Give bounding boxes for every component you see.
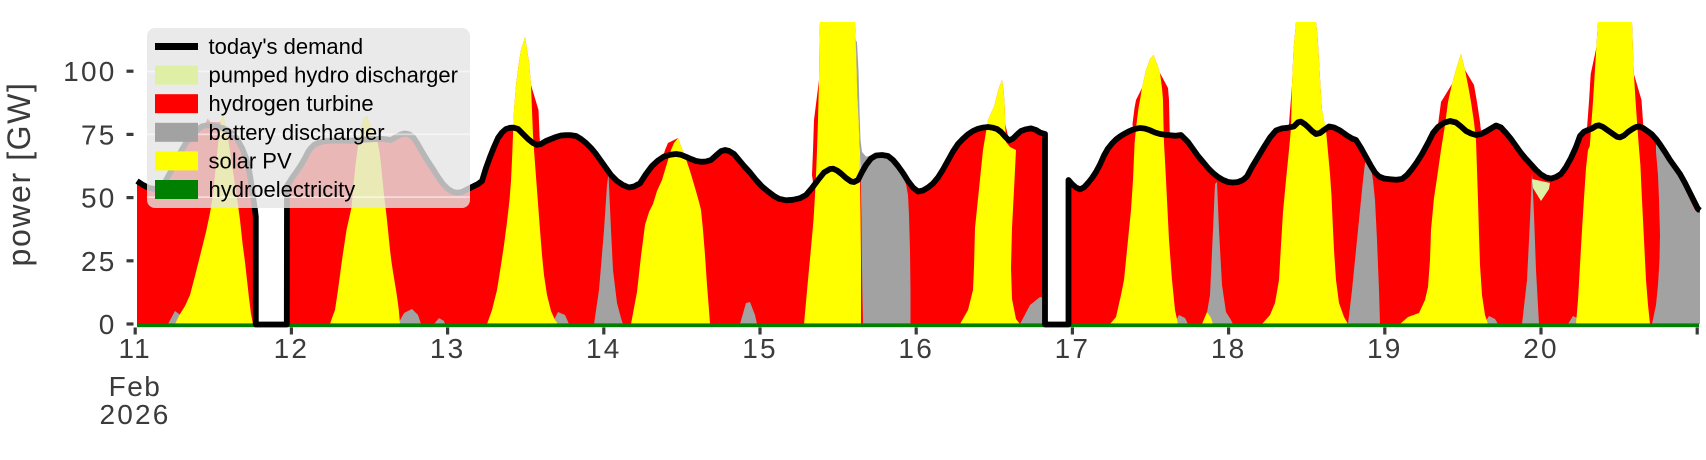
svg-text:16: 16 bbox=[898, 333, 934, 364]
svg-text:power [GW]: power [GW] bbox=[1, 82, 37, 267]
svg-text:12: 12 bbox=[274, 333, 310, 364]
svg-text:2026: 2026 bbox=[99, 399, 170, 430]
svg-text:solar PV: solar PV bbox=[209, 148, 292, 173]
svg-text:15: 15 bbox=[742, 333, 778, 364]
svg-text:battery discharger: battery discharger bbox=[209, 120, 385, 145]
svg-text:13: 13 bbox=[430, 333, 466, 364]
svg-text:17: 17 bbox=[1055, 333, 1091, 364]
svg-text:Feb: Feb bbox=[109, 371, 162, 402]
svg-text:19: 19 bbox=[1367, 333, 1403, 364]
svg-text:25: 25 bbox=[81, 246, 117, 277]
svg-text:14: 14 bbox=[586, 333, 622, 364]
svg-text:75: 75 bbox=[81, 119, 117, 150]
svg-text:pumped hydro discharger: pumped hydro discharger bbox=[209, 63, 458, 88]
svg-text:hydroelectricity: hydroelectricity bbox=[209, 177, 356, 202]
svg-text:20: 20 bbox=[1523, 333, 1559, 364]
svg-text:18: 18 bbox=[1211, 333, 1247, 364]
svg-text:today's demand: today's demand bbox=[209, 34, 364, 59]
svg-text:100: 100 bbox=[63, 56, 116, 87]
svg-text:0: 0 bbox=[99, 309, 117, 340]
svg-text:50: 50 bbox=[81, 183, 117, 214]
svg-text:11: 11 bbox=[118, 333, 151, 364]
svg-text:hydrogen turbine: hydrogen turbine bbox=[209, 91, 374, 116]
